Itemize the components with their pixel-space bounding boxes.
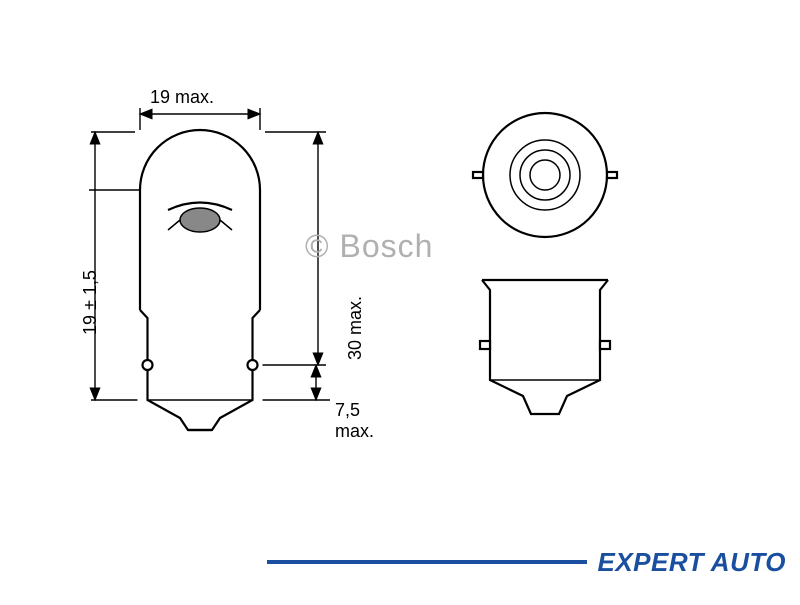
dim-base-line1: 7,5: [335, 400, 360, 420]
dim-width-top: 19 max.: [150, 87, 214, 108]
dim-base-line2: max.: [335, 421, 374, 441]
drawing-canvas: [0, 0, 800, 600]
brand-stripe: [267, 560, 587, 564]
brand-text: EXPERT AUTO: [587, 547, 800, 578]
bosch-watermark: © Bosch: [305, 228, 433, 265]
dim-height-total: 30 max.: [345, 296, 366, 360]
dim-height-bulb: 19 ± 1,5: [80, 270, 101, 335]
dim-height-base: 7,5 max.: [335, 400, 374, 442]
technical-drawing-svg: [0, 0, 800, 600]
brand-bar: EXPERT AUTO: [267, 542, 800, 582]
